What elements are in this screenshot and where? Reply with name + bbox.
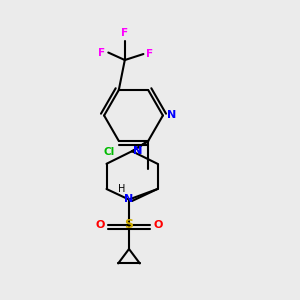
Text: O: O (96, 220, 105, 230)
Text: N: N (134, 146, 143, 156)
Text: N: N (167, 110, 176, 121)
Text: F: F (146, 49, 154, 59)
Text: H: H (118, 184, 125, 194)
Text: O: O (153, 220, 162, 230)
Text: F: F (121, 28, 128, 38)
Text: N: N (134, 146, 143, 157)
Text: S: S (124, 218, 134, 232)
Text: N: N (124, 194, 134, 205)
Text: Cl: Cl (103, 147, 114, 157)
Text: F: F (98, 47, 105, 58)
